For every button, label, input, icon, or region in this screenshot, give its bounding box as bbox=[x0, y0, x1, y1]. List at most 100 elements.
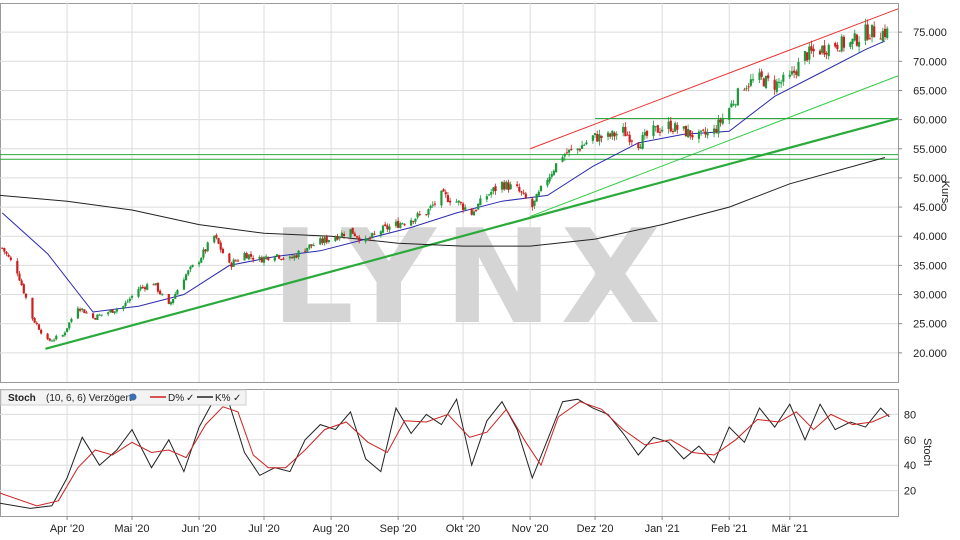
candle-body bbox=[719, 119, 722, 123]
stoch-panel-frame bbox=[0, 389, 899, 517]
candle-body bbox=[751, 79, 755, 81]
candle-body bbox=[516, 184, 519, 186]
candle-body bbox=[338, 236, 341, 239]
candle-body bbox=[280, 259, 283, 261]
candle-body bbox=[721, 117, 724, 124]
candle-body bbox=[22, 284, 25, 294]
candle-body bbox=[524, 193, 527, 199]
candle-body bbox=[308, 244, 311, 249]
candle-body bbox=[699, 130, 703, 132]
candle-body bbox=[864, 24, 867, 41]
candle-body bbox=[585, 142, 588, 145]
candle-body bbox=[366, 238, 369, 240]
date-tick-label: Apr '20 bbox=[50, 523, 85, 535]
candle-body bbox=[191, 264, 194, 267]
candle-body bbox=[684, 125, 688, 137]
candle-body bbox=[349, 229, 352, 238]
candle-body bbox=[55, 335, 58, 340]
candle-body bbox=[773, 79, 776, 90]
candle-body bbox=[855, 34, 858, 46]
candle-body bbox=[736, 88, 739, 106]
candle-body bbox=[745, 88, 748, 90]
candle-body bbox=[539, 185, 543, 191]
candle-body bbox=[626, 134, 629, 136]
candle-body bbox=[278, 255, 281, 259]
candle-body bbox=[712, 128, 716, 134]
candle-body bbox=[107, 312, 110, 315]
candle-body bbox=[472, 211, 475, 216]
candle-body bbox=[591, 135, 594, 141]
candle-body bbox=[418, 214, 421, 216]
trendline-channel-top bbox=[529, 8, 899, 150]
candle-body bbox=[654, 126, 657, 128]
candle-body bbox=[336, 236, 339, 240]
candle-body bbox=[137, 289, 140, 297]
candle-body bbox=[857, 41, 861, 47]
candle-body bbox=[570, 148, 573, 150]
price-tick-label: 65.000 bbox=[913, 85, 947, 97]
candle-body bbox=[825, 53, 828, 55]
stoch-tick-label: 40 bbox=[904, 460, 916, 472]
watermark-logo: LYNX bbox=[271, 201, 669, 353]
candle-body bbox=[111, 309, 114, 313]
price-panel: 20.000 25.000 30.000 35.000 40.000 45.000 50.0… bbox=[0, 3, 951, 383]
candle-body bbox=[522, 192, 525, 194]
candle-body bbox=[232, 259, 235, 267]
candle-body bbox=[866, 24, 869, 40]
candle-body bbox=[500, 181, 504, 190]
candle-body bbox=[310, 244, 313, 246]
candle-body bbox=[9, 257, 12, 260]
candle-body bbox=[507, 182, 510, 190]
candle-body bbox=[531, 198, 534, 208]
price-tick-label: 35.000 bbox=[913, 260, 947, 272]
candle-body bbox=[161, 294, 164, 296]
candle-body bbox=[704, 131, 707, 135]
candle-body bbox=[583, 144, 586, 146]
candle-body bbox=[258, 256, 261, 260]
stoch-legend-box bbox=[0, 389, 247, 406]
candle-body bbox=[206, 242, 209, 252]
candle-body bbox=[358, 237, 361, 242]
candle-body bbox=[643, 132, 646, 136]
candle-body bbox=[48, 338, 51, 341]
candle-body bbox=[213, 235, 216, 243]
candle-body bbox=[228, 253, 231, 263]
candle-body bbox=[273, 257, 276, 261]
date-tick-label: Okt '20 bbox=[446, 523, 481, 535]
candle-body bbox=[505, 181, 508, 190]
candle-body bbox=[234, 260, 237, 262]
candle-body bbox=[291, 257, 294, 259]
candle-body bbox=[139, 286, 142, 290]
candle-body bbox=[401, 223, 404, 225]
candle-body bbox=[70, 318, 73, 322]
candle-body bbox=[388, 226, 391, 230]
candle-body bbox=[96, 314, 99, 321]
candle-body bbox=[455, 201, 458, 203]
candle-body bbox=[639, 147, 642, 149]
price-tick-label: 45.000 bbox=[913, 202, 947, 214]
candle-body bbox=[851, 38, 854, 45]
stochastic-panel: 20 40 60 80 Stoch Stoch (10, 6, 6) Verzögert D%… bbox=[0, 389, 933, 517]
date-tick-label: Aug '20 bbox=[313, 523, 350, 535]
candle-body bbox=[386, 225, 389, 230]
candle-body bbox=[295, 255, 298, 258]
candle-body bbox=[873, 26, 876, 38]
price-tick-label: 40.000 bbox=[913, 231, 947, 243]
candle-body bbox=[353, 233, 356, 237]
candle-body bbox=[24, 293, 28, 298]
stoch-legend-k: K% bbox=[215, 393, 231, 404]
candle-body bbox=[520, 191, 523, 193]
candle-body bbox=[128, 298, 131, 302]
candle-body bbox=[546, 180, 549, 186]
date-tick-label: Mai '20 bbox=[114, 523, 149, 535]
candle-body bbox=[3, 247, 6, 252]
candle-body bbox=[628, 134, 631, 143]
candle-body bbox=[433, 203, 437, 205]
candle-body bbox=[535, 194, 538, 202]
candle-body bbox=[156, 282, 160, 292]
candle-body bbox=[304, 250, 307, 252]
candle-body bbox=[485, 196, 488, 200]
candle-body bbox=[152, 284, 155, 286]
candle-body bbox=[368, 238, 372, 240]
candle-body bbox=[565, 152, 569, 154]
